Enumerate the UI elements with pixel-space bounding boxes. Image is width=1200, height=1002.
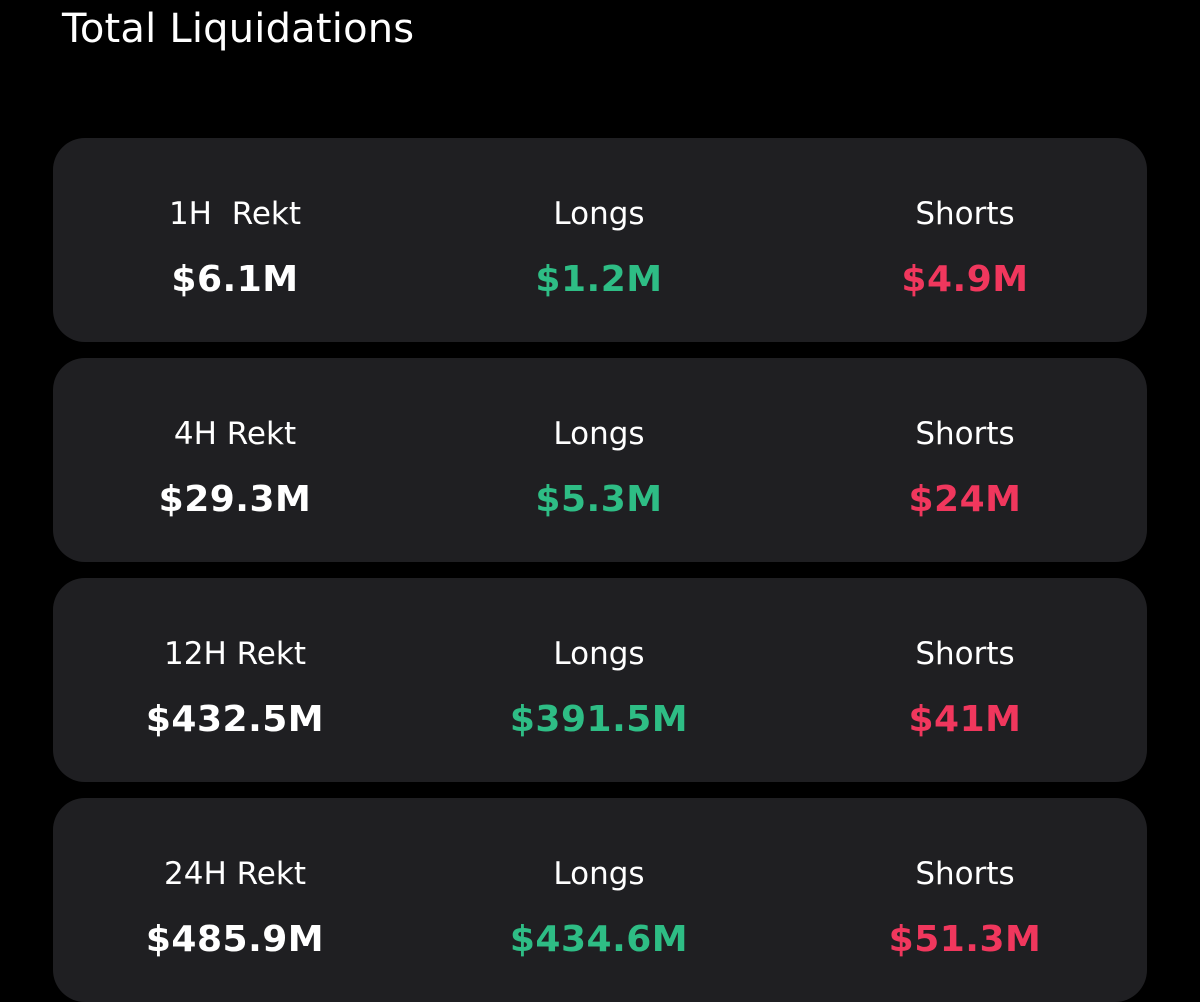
period-label: 12H Rekt bbox=[164, 636, 306, 672]
longs-value: $1.2M bbox=[535, 259, 663, 300]
longs-value: $391.5M bbox=[509, 699, 689, 740]
shorts-label: Shorts bbox=[915, 196, 1015, 232]
page-title: Total Liquidations bbox=[62, 6, 415, 52]
period-label: 24H Rekt bbox=[164, 856, 306, 892]
longs-label: Longs bbox=[553, 856, 645, 892]
shorts-value: $51.3M bbox=[888, 919, 1042, 960]
period-label: 1H Rekt bbox=[168, 196, 302, 232]
shorts-label: Shorts bbox=[915, 416, 1015, 452]
total-value: $6.1M bbox=[171, 259, 299, 300]
shorts-value: $41M bbox=[908, 699, 1022, 740]
period-label: 4H Rekt bbox=[173, 416, 297, 452]
longs-value: $434.6M bbox=[509, 919, 689, 960]
total-value: $485.9M bbox=[145, 919, 325, 960]
liquidation-card-24h: 24H Rekt $485.9M Longs $434.6M Shorts $5… bbox=[53, 798, 1147, 1002]
liquidation-card-4h: 4H Rekt $29.3M Longs $5.3M Shorts $24M bbox=[53, 358, 1147, 562]
shorts-value: $24M bbox=[908, 479, 1022, 520]
shorts-label: Shorts bbox=[915, 636, 1015, 672]
total-value: $29.3M bbox=[158, 479, 312, 520]
longs-label: Longs bbox=[553, 416, 645, 452]
longs-value: $5.3M bbox=[535, 479, 663, 520]
liquidation-cards: 1H Rekt $6.1M Longs $1.2M Shorts $4.9M 4… bbox=[53, 138, 1147, 1002]
longs-label: Longs bbox=[553, 196, 645, 232]
shorts-label: Shorts bbox=[915, 856, 1015, 892]
total-value: $432.5M bbox=[145, 699, 325, 740]
longs-label: Longs bbox=[553, 636, 645, 672]
liquidation-card-1h: 1H Rekt $6.1M Longs $1.2M Shorts $4.9M bbox=[53, 138, 1147, 342]
liquidation-card-12h: 12H Rekt $432.5M Longs $391.5M Shorts $4… bbox=[53, 578, 1147, 782]
shorts-value: $4.9M bbox=[901, 259, 1029, 300]
